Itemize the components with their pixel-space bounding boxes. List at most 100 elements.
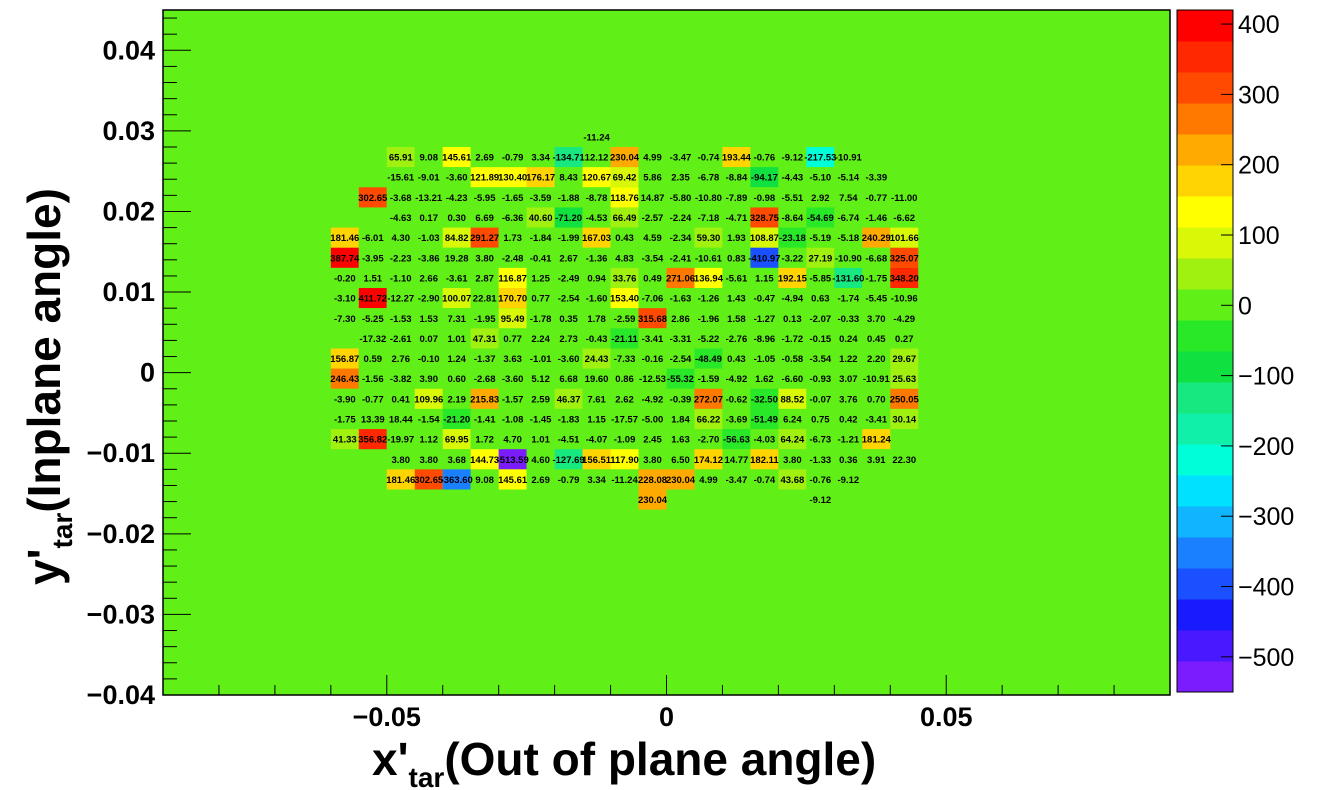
heatmap-cell [358,388,387,409]
heatmap-cell [554,247,583,268]
cell-value-label: 0.86 [615,374,634,385]
heatmap-cell [582,267,611,289]
colorbar-segment [1177,134,1233,166]
heatmap-cell [890,187,919,208]
heatmap-cell [526,147,555,168]
cell-value-label: 181.46 [330,233,359,244]
heatmap-cell [862,408,891,430]
heatmap-cell [470,429,499,450]
heatmap-cell [834,388,863,409]
heatmap-cell [386,328,415,349]
cell-value-label: -6.60 [782,374,804,385]
cell-value-label: -3.60 [446,173,468,184]
cell-value-label: -1.37 [474,354,496,365]
cell-value-label: -15.61 [387,173,415,184]
cell-value-label: 145.61 [442,153,472,164]
cell-value-label: 1.25 [531,273,550,284]
cell-value-label: -6.62 [893,213,915,224]
heatmap-cell [722,348,751,369]
heatmap-cell [862,449,891,470]
cell-value-label: -17.57 [611,414,638,425]
heatmap-cell [526,227,555,248]
cell-value-label: -2.76 [726,334,748,345]
cell-value-label: -5.22 [698,334,720,345]
heatmap-cell [694,429,723,450]
cell-value-label: -1.95 [474,314,496,325]
cell-value-label: 272.07 [694,394,723,405]
heatmap-cell [694,368,723,389]
cell-value-label: -217.53 [804,153,836,164]
cell-value-label: 5.12 [531,374,550,385]
heatmap-cell [442,408,471,430]
heatmap-cell [834,187,863,208]
cell-value-label: -1.27 [754,314,776,325]
heatmap-cell [890,227,919,248]
heatmap-cell [666,328,695,349]
cell-value-label: 228.08 [638,475,667,486]
cell-value-label: -1.36 [586,253,608,264]
heatmap-cell [582,227,611,248]
heatmap-cell [666,167,695,188]
cell-value-label: -3.41 [865,414,887,425]
cell-value-label: 0.36 [839,455,858,466]
heatmap-cell [442,288,471,309]
cell-value-label: 7.54 [839,193,858,204]
heatmap-cell [778,187,807,208]
heatmap-cell [610,408,639,430]
heatmap-cell [414,368,443,389]
cell-value-label: -4.63 [390,213,412,224]
heatmap-cell [722,429,751,450]
cell-value-label: 6.24 [783,414,802,425]
heatmap-cell [750,207,779,228]
heatmap-cell [610,267,639,289]
cell-value-label: 6.68 [559,374,578,385]
heatmap-cell [862,429,891,450]
heatmap-cell [554,429,583,450]
heatmap-cell [834,328,863,349]
colorbar-segment [1177,320,1233,352]
cell-value-label: -1.65 [502,193,524,204]
heatmap-cell [778,267,807,289]
heatmap-cell [582,388,611,409]
cell-value-label: 2.24 [531,334,550,345]
colorbar-segment [1177,630,1233,662]
heatmap-cell [554,187,583,208]
heatmap-cell [890,247,919,268]
cell-value-label: -0.15 [810,334,832,345]
heatmap-cell [610,348,639,369]
colorbar-segment [1177,165,1233,197]
heatmap-cell [806,267,835,289]
cell-value-label: -3.39 [865,173,887,184]
heatmap-cell [694,267,723,289]
cell-value-label: -4.92 [642,394,664,405]
heatmap-cell [554,408,583,430]
heatmap-cell [778,247,807,268]
heatmap-cell [722,167,751,188]
cell-value-label: 116.87 [498,273,527,284]
heatmap-cell [806,489,835,510]
heatmap-cell [778,328,807,349]
heatmap-cell [442,247,471,268]
heatmap-cell [666,247,695,268]
y-axis-title: y'tar(Inplane angle) [18,188,78,585]
heatmap-cell [526,408,555,430]
x-tick-label: 0 [659,702,674,732]
heatmap-cell [890,408,919,430]
heatmap-cell [778,469,807,490]
heatmap-cell [834,368,863,389]
heatmap-cell [834,429,863,450]
heatmap-cell [498,267,527,289]
heatmap-cell [358,408,387,430]
cell-value-label: -2.68 [474,374,496,385]
cell-value-label: -7.33 [614,354,636,365]
cell-value-label: -1.46 [865,213,887,224]
cell-value-label: 230.04 [638,495,668,506]
colorbar-tick-label: −500 [1238,644,1294,672]
cell-value-label: -2.54 [558,294,580,305]
cell-value-label: 0.60 [447,374,466,385]
heatmap-cell [666,449,695,470]
heatmap-cell [358,308,387,329]
cell-value-label: 117.90 [610,455,639,466]
cell-value-label: -3.61 [446,273,468,284]
heatmap-cell [330,368,359,389]
